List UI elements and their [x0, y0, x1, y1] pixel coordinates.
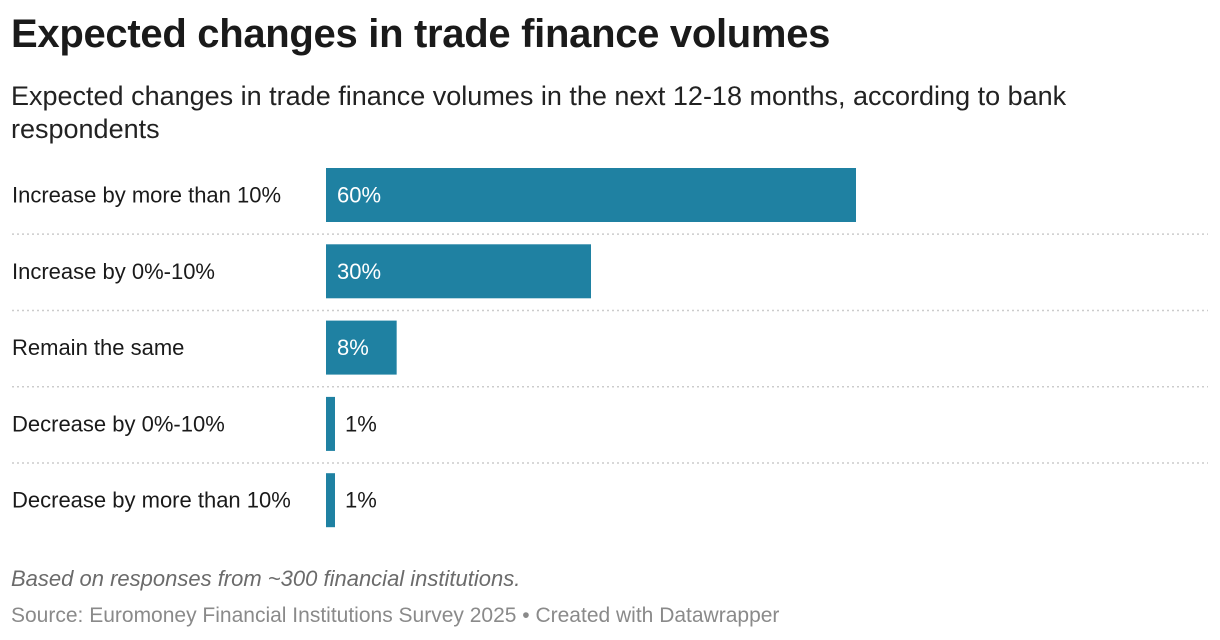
- chart-footer: Source: Euromoney Financial Institutions…: [11, 604, 779, 628]
- bar: [326, 473, 335, 528]
- chart-notes: Based on responses from ~300 financial i…: [11, 566, 521, 591]
- category-label: Decrease by 0%-10%: [12, 411, 225, 436]
- value-label: 1%: [345, 411, 377, 436]
- footer-separator: •: [516, 604, 536, 627]
- chart-subtitle: Expected changes in trade finance volume…: [11, 81, 1067, 144]
- value-label: 8%: [337, 335, 369, 360]
- source-text: Source: Euromoney Financial Institutions…: [11, 604, 517, 627]
- bar: [326, 320, 397, 375]
- category-label: Remain the same: [12, 335, 184, 360]
- credit-link[interactable]: Created with Datawrapper: [535, 604, 780, 627]
- bar: [326, 244, 591, 299]
- bar: [326, 396, 335, 451]
- category-label: Decrease by more than 10%: [12, 488, 291, 513]
- category-label: Increase by 0%-10%: [12, 259, 215, 284]
- value-label: 30%: [337, 259, 381, 284]
- bar: [326, 168, 856, 222]
- value-label: 1%: [345, 488, 377, 513]
- category-label: Increase by more than 10%: [12, 183, 281, 208]
- chart-title: Expected changes in trade finance volume…: [11, 12, 831, 56]
- value-label: 60%: [337, 183, 381, 208]
